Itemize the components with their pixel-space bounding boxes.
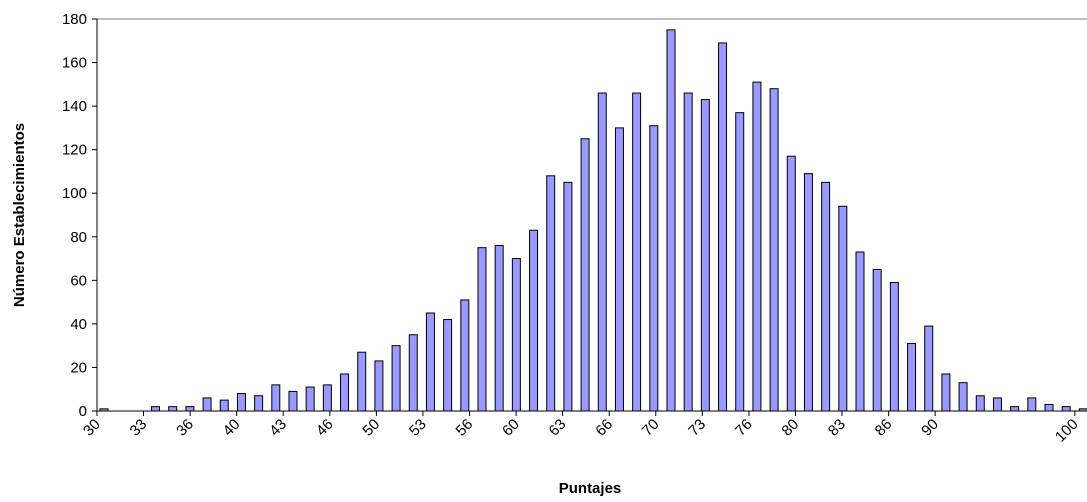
bar <box>649 125 659 412</box>
bar <box>821 181 831 412</box>
bar <box>168 406 178 412</box>
bar <box>992 397 1002 412</box>
bar <box>769 88 779 412</box>
bar <box>614 127 624 412</box>
bar <box>924 325 934 412</box>
bar <box>460 299 470 412</box>
y-tick-label: 140 <box>62 98 87 115</box>
bar <box>305 386 315 412</box>
bar <box>632 92 642 412</box>
y-tick-label: 120 <box>62 142 87 159</box>
bar <box>494 244 504 412</box>
y-axis-title: Número Establecimientos <box>11 123 28 307</box>
bar <box>1010 406 1020 412</box>
bar <box>1061 406 1071 412</box>
bar <box>236 393 246 412</box>
bar <box>752 81 762 412</box>
bar <box>803 173 813 412</box>
bar <box>666 29 676 412</box>
bar <box>271 384 281 412</box>
bar <box>511 258 521 412</box>
bar <box>683 92 693 412</box>
bar <box>202 397 212 412</box>
bar <box>322 384 332 412</box>
bar <box>477 247 487 412</box>
bar <box>838 205 848 412</box>
bar <box>580 138 590 412</box>
bar <box>597 92 607 412</box>
bar <box>185 406 195 412</box>
y-tick-label: 60 <box>70 272 87 289</box>
bar <box>700 99 710 412</box>
bar <box>786 155 796 412</box>
bar <box>889 282 899 412</box>
bar <box>288 390 298 412</box>
bar <box>425 312 435 412</box>
bar <box>941 373 951 412</box>
bar <box>219 399 229 412</box>
y-tick-label: 180 <box>62 11 87 28</box>
bar <box>975 395 985 412</box>
y-tick-label: 80 <box>70 229 87 246</box>
bar <box>443 319 453 412</box>
bar <box>374 360 384 412</box>
bar <box>735 112 745 412</box>
x-axis-title: Puntajes <box>559 480 622 497</box>
bar <box>254 395 264 412</box>
y-tick-label: 160 <box>62 55 87 72</box>
bar <box>958 382 968 412</box>
bar <box>718 42 728 412</box>
bar <box>1044 403 1054 412</box>
bar <box>357 351 367 412</box>
y-tick-label: 20 <box>70 359 87 376</box>
bar <box>151 406 161 412</box>
bar <box>408 334 418 412</box>
bar <box>546 175 556 412</box>
y-tick-label: 40 <box>70 316 87 333</box>
y-tick-label: 100 <box>62 185 87 202</box>
bar <box>340 373 350 412</box>
bar <box>391 345 401 412</box>
bar <box>1027 397 1037 412</box>
bar <box>855 251 865 412</box>
bar <box>529 229 539 412</box>
y-tick-label: 0 <box>79 403 87 420</box>
bar <box>563 181 573 412</box>
bar <box>872 268 882 412</box>
bar <box>907 342 917 412</box>
